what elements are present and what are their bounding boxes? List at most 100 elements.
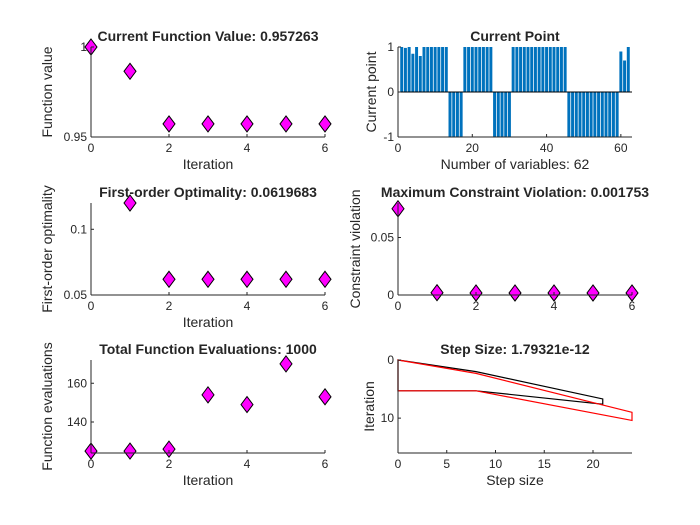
y-tick-label: 0 [387,85,394,99]
bar-10 [437,47,441,92]
bar-22 [481,47,485,92]
chart-title: Maximum Constraint Violation: 0.001753 [381,184,649,200]
data-point-0 [123,194,137,212]
x-tick-label: 6 [322,299,329,313]
data-point-6 [318,115,332,133]
x-tick-label: 4 [244,299,251,313]
bar-59 [619,51,623,92]
bar-26 [496,92,500,137]
bar-20 [474,47,478,92]
bar-0 [400,47,404,92]
chart-title: Step Size: 1.79321e-12 [440,341,590,357]
data-point-6 [318,387,332,406]
bar-47 [574,92,578,137]
bar-23 [485,47,489,92]
bar-25 [493,92,497,137]
x-tick-label: 0 [395,141,402,155]
x-axis-label: Iteration [183,156,234,172]
x-axis-label: Step size [486,472,544,488]
chart-title: First-order Optimality: 0.0619683 [99,184,317,200]
y-axis-label: Iteration [361,381,377,432]
chart-panel-4: 0 2 4 6 0 0.05 Maximum Constraint Violation: 0… [347,184,649,313]
x-tick-label: 2 [166,457,173,471]
data-point-3 [240,270,254,289]
plot-area [398,360,632,453]
bar-14 [452,92,456,137]
data-point-4 [240,115,254,133]
x-tick-label: 5 [443,457,450,471]
bar-31 [515,47,519,92]
bar-29 [507,92,511,137]
bar-27 [500,92,504,137]
data-point-4 [240,395,254,414]
data-marks [123,194,332,289]
x-tick-label: 0 [395,457,402,471]
data-point-3 [508,284,522,302]
chart-panel-6: 0 5 10 15 20 0 10 Step Size: 1.79321e-12 Step si… [361,341,633,488]
bar-2 [407,47,411,92]
chart-title: Total Function Evaluations: 1000 [99,341,317,357]
bar-55 [604,92,608,137]
data-point-4 [279,270,293,289]
bar-51 [589,92,593,137]
bar-5 [418,56,422,92]
bar-45 [567,92,571,137]
bar-16 [459,92,463,137]
y-tick-label: 0.95 [64,130,88,144]
bar-34 [526,47,530,92]
bar-43 [559,47,563,92]
data-point-5 [279,115,293,133]
x-tick-label: 0 [88,299,95,313]
y-tick-label: 1 [80,40,87,54]
chart-title: Current Point [470,28,560,44]
chart-panel-3: 0 2 4 6 0.05 0.1 First-order Optimality: 0.061… [39,184,332,330]
bar-1 [403,47,407,92]
data-point-1 [123,62,137,81]
y-axis-label: First-order optimality [39,185,55,313]
bar-37 [537,47,541,92]
data-point-1 [123,442,137,460]
bar-40 [548,47,552,92]
bar-17 [463,47,467,92]
bar-7 [426,47,430,92]
bar-36 [533,47,537,92]
x-tick-label: 0 [88,457,95,471]
bar-28 [504,92,508,137]
x-tick-label: 4 [244,141,251,155]
bar-15 [455,92,459,137]
y-tick-label: 0.1 [70,222,87,236]
bar-39 [545,47,549,92]
bar-13 [448,92,452,137]
x-tick-label: 20 [586,457,600,471]
bar-30 [511,47,515,92]
chart-panel-1: 0 2 4 6 0.95 1 Current Function Value: 0.95726… [39,28,332,172]
x-tick-label: 2 [166,141,173,155]
bar-54 [600,92,604,137]
y-axis-label: Function evaluations [39,342,55,470]
y-axis-label: Function value [39,46,55,137]
bar-8 [429,47,433,92]
y-tick-label: 0.05 [64,288,88,302]
bar-42 [556,47,560,92]
x-tick-label: 6 [322,141,329,155]
bar-52 [593,92,597,137]
bar-46 [571,92,575,137]
x-tick-label: 0 [88,141,95,155]
x-tick-label: 2 [166,299,173,313]
data-point-1 [430,283,444,302]
bar-3 [411,53,415,92]
x-tick-label: 10 [489,457,503,471]
bar-60 [623,60,627,92]
bar-57 [611,92,615,137]
data-point-1 [162,270,176,289]
chart-title: Current Function Value: 0.957263 [98,28,319,44]
bar-11 [441,47,445,92]
y-tick-label: 160 [67,376,87,390]
data-point-5 [586,284,600,302]
y-axis-label: Current point [363,51,379,132]
data-point-5 [279,355,293,373]
data-marks [398,47,632,137]
y-tick-label: 0 [387,288,394,302]
